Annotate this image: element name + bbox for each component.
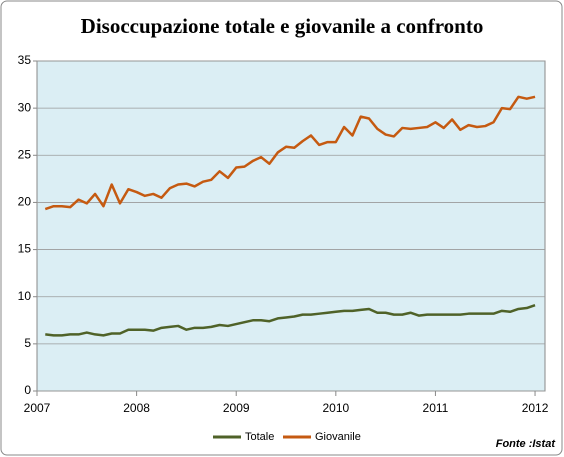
chart-title: Disoccupazione totale e giovanile a conf… (81, 14, 484, 38)
y-tick-label: 0 (24, 383, 31, 397)
y-tick-label: 15 (18, 242, 32, 256)
y-tick-label: 35 (18, 53, 32, 67)
x-tick-label: 2008 (123, 401, 150, 415)
y-tick-label: 20 (18, 195, 32, 209)
legend-label: Giovanile (315, 431, 361, 443)
y-tick-label: 30 (18, 100, 32, 114)
y-tick-label: 5 (24, 336, 31, 350)
plot-area (36, 60, 546, 392)
series-line (44, 95, 536, 211)
x-tick-label: 2012 (522, 401, 549, 415)
x-tick-label: 2007 (24, 401, 51, 415)
legend-label: Totale (245, 431, 274, 443)
source-note: Fonte :Istat (496, 438, 557, 450)
series-line (45, 304, 536, 337)
y-tick-label: 25 (18, 147, 32, 161)
x-tick-label: 2010 (322, 401, 349, 415)
y-tick-label: 10 (18, 289, 32, 303)
x-tick-label: 2011 (423, 401, 449, 415)
x-tick-label: 2009 (223, 401, 250, 415)
